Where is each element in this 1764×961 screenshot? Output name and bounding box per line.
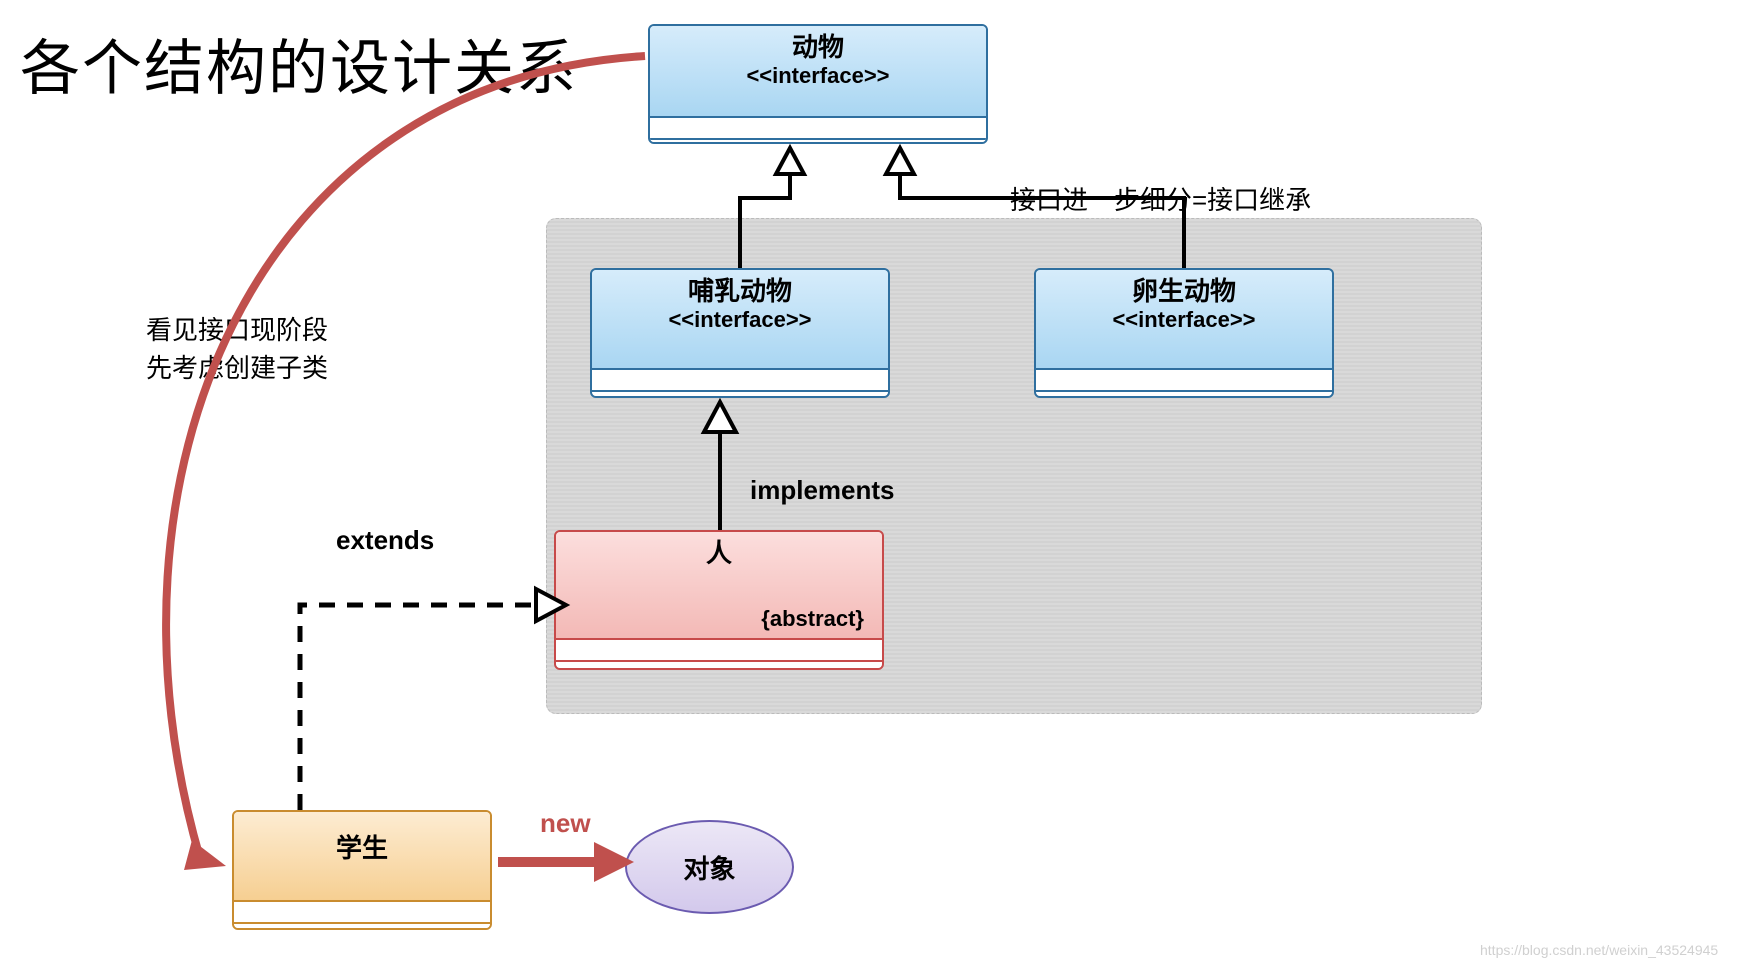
watermark: https://blog.csdn.net/weixin_43524945 <box>1480 942 1718 958</box>
node-oviparous: 卵生动物 <<interface>> <box>1034 268 1334 398</box>
diagram-canvas: 各个结构的设计关系 动物 <<interface>> 哺乳动物 <<interf… <box>0 0 1764 961</box>
node-animal-stereo: <<interface>> <box>654 63 982 89</box>
label-interface-inherit: 接口进一步细分=接口继承 <box>1010 180 1311 217</box>
node-oviparous-title: 卵生动物 <box>1040 276 1328 307</box>
node-person: 人 {abstract} <box>554 530 884 670</box>
node-animal-title: 动物 <box>654 32 982 63</box>
node-person-title: 人 <box>560 538 878 569</box>
node-person-tag: {abstract} <box>761 606 864 632</box>
node-student-title: 学生 <box>238 818 486 878</box>
node-student: 学生 <box>232 810 492 930</box>
edge-student-person <box>300 605 536 810</box>
node-oviparous-stereo: <<interface>> <box>1040 307 1328 333</box>
node-mammal-title: 哺乳动物 <box>596 276 884 307</box>
node-object: 对象 <box>625 820 794 914</box>
node-object-label: 对象 <box>683 849 735 886</box>
note-line2: 先考虑创建子类 <box>146 348 328 385</box>
label-extends: extends <box>336 525 434 556</box>
node-mammal-stereo: <<interface>> <box>596 307 884 333</box>
note-line1: 看见接口现阶段 <box>146 310 328 347</box>
label-implements: implements <box>750 475 895 506</box>
page-title: 各个结构的设计关系 <box>20 20 578 107</box>
node-mammal: 哺乳动物 <<interface>> <box>590 268 890 398</box>
label-new: new <box>540 808 591 839</box>
node-animal: 动物 <<interface>> <box>648 24 988 144</box>
